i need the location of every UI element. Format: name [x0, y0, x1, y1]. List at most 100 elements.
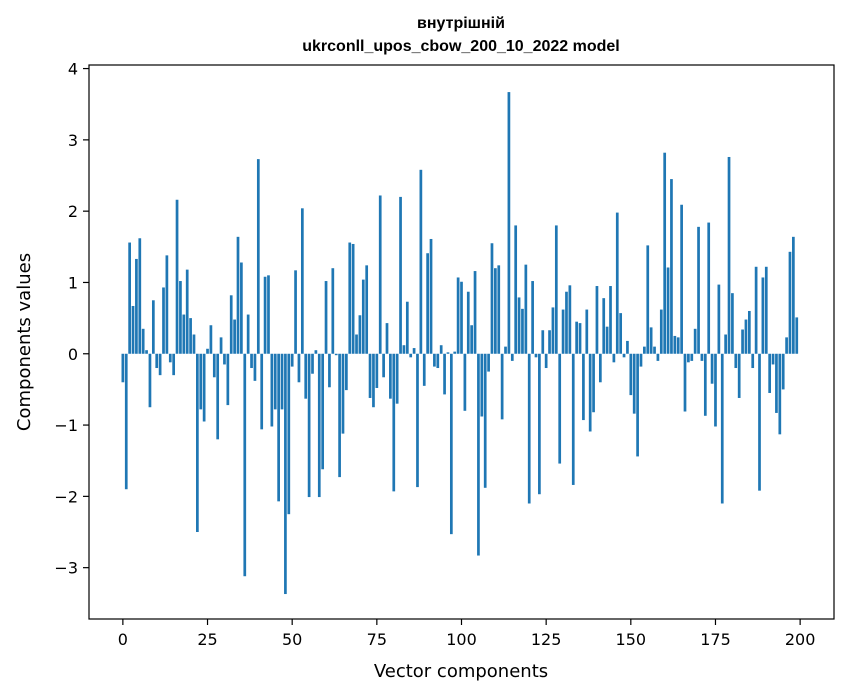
bar-70	[358, 315, 362, 354]
bar-64	[338, 353, 341, 478]
bar-194	[778, 353, 782, 435]
bar-61	[328, 353, 331, 388]
bar-29	[219, 337, 223, 354]
bar-35	[240, 262, 243, 354]
bar-118	[521, 308, 524, 354]
bar-9	[151, 300, 155, 354]
bar-92	[433, 353, 436, 367]
bar-68	[351, 243, 355, 354]
bar-17	[179, 281, 182, 354]
bar-167	[687, 353, 690, 363]
bar-16	[175, 199, 179, 354]
bar-13	[165, 255, 169, 354]
bar-44	[270, 353, 274, 427]
bar-165	[680, 204, 683, 354]
bar-125	[544, 353, 548, 369]
bar-197	[788, 251, 792, 354]
bar-186	[751, 353, 755, 369]
bar-133	[571, 353, 575, 485]
bar-139	[592, 353, 595, 413]
bar-93	[436, 353, 440, 369]
bar-122	[534, 353, 538, 358]
bar-102	[466, 291, 470, 354]
bar-76	[378, 195, 382, 354]
bar-43	[267, 275, 270, 354]
bar-184	[744, 319, 748, 354]
bar-40	[256, 159, 260, 354]
bar-121	[531, 281, 534, 354]
bar-154	[643, 346, 646, 354]
bar-91	[429, 238, 433, 354]
bar-32	[229, 295, 233, 354]
y-tick-label: −2	[54, 487, 78, 506]
bar-130	[561, 309, 565, 354]
bar-24	[202, 353, 206, 422]
bar-84	[405, 301, 409, 354]
bar-153	[639, 353, 643, 367]
bar-97	[449, 353, 453, 535]
bar-166	[683, 353, 687, 412]
bar-189	[761, 277, 765, 354]
bar-115	[510, 353, 514, 361]
bar-74	[372, 353, 375, 408]
bar-120	[527, 353, 531, 504]
bar-149	[626, 340, 629, 354]
bar-132	[568, 285, 572, 354]
bar-109	[490, 243, 494, 354]
x-tick-label: 50	[282, 630, 302, 649]
x-tick-label: 75	[367, 630, 387, 649]
bar-143	[605, 326, 609, 354]
bar-176	[717, 284, 721, 354]
y-tick-label: 2	[68, 202, 78, 221]
bar-181	[734, 353, 738, 369]
bar-111	[497, 265, 501, 354]
bar-173	[707, 222, 711, 354]
bar-183	[741, 329, 744, 354]
bar-83	[402, 345, 406, 354]
bar-87	[416, 353, 419, 488]
y-tick-label: 0	[68, 345, 78, 364]
bar-116	[514, 225, 518, 354]
bar-69	[355, 334, 358, 354]
bar-52	[297, 353, 301, 383]
bar-156	[649, 327, 653, 354]
bar-172	[703, 353, 707, 416]
bar-14	[168, 353, 172, 363]
x-tick-label: 150	[616, 630, 647, 649]
bar-108	[487, 353, 490, 372]
bar-195	[781, 353, 785, 390]
bar-82	[399, 196, 402, 354]
bar-95	[443, 353, 446, 395]
bar-31	[226, 353, 230, 406]
bar-98	[453, 351, 457, 354]
bar-128	[554, 225, 558, 354]
bar-81	[395, 353, 399, 404]
bar-140	[595, 286, 599, 354]
x-axis-ticks: 0 25 50 75 100 125 150 175 200	[118, 619, 815, 649]
bar-42	[263, 276, 267, 354]
x-tick-label: 175	[700, 630, 731, 649]
bar-137	[585, 309, 589, 354]
x-axis-label: Vector components	[374, 661, 548, 682]
bar-131	[565, 291, 568, 354]
bar-7	[145, 350, 148, 354]
bar-182	[737, 353, 741, 398]
bar-171	[700, 353, 704, 361]
bar-119	[524, 264, 528, 354]
bar-170	[697, 226, 700, 354]
bar-107	[483, 353, 487, 488]
bar-147	[619, 313, 623, 354]
bar-23	[199, 353, 203, 410]
bar-33	[233, 319, 236, 354]
bar-15	[172, 353, 176, 376]
bar-151	[632, 353, 636, 414]
bar-94	[439, 345, 443, 354]
bar-158	[656, 353, 660, 361]
bar-105	[477, 353, 480, 556]
bar-124	[541, 330, 545, 354]
bar-11	[158, 353, 162, 376]
bar-38	[250, 353, 253, 369]
bar-89	[422, 353, 426, 386]
bar-100	[460, 281, 463, 354]
plot-area-frame	[88, 64, 835, 620]
